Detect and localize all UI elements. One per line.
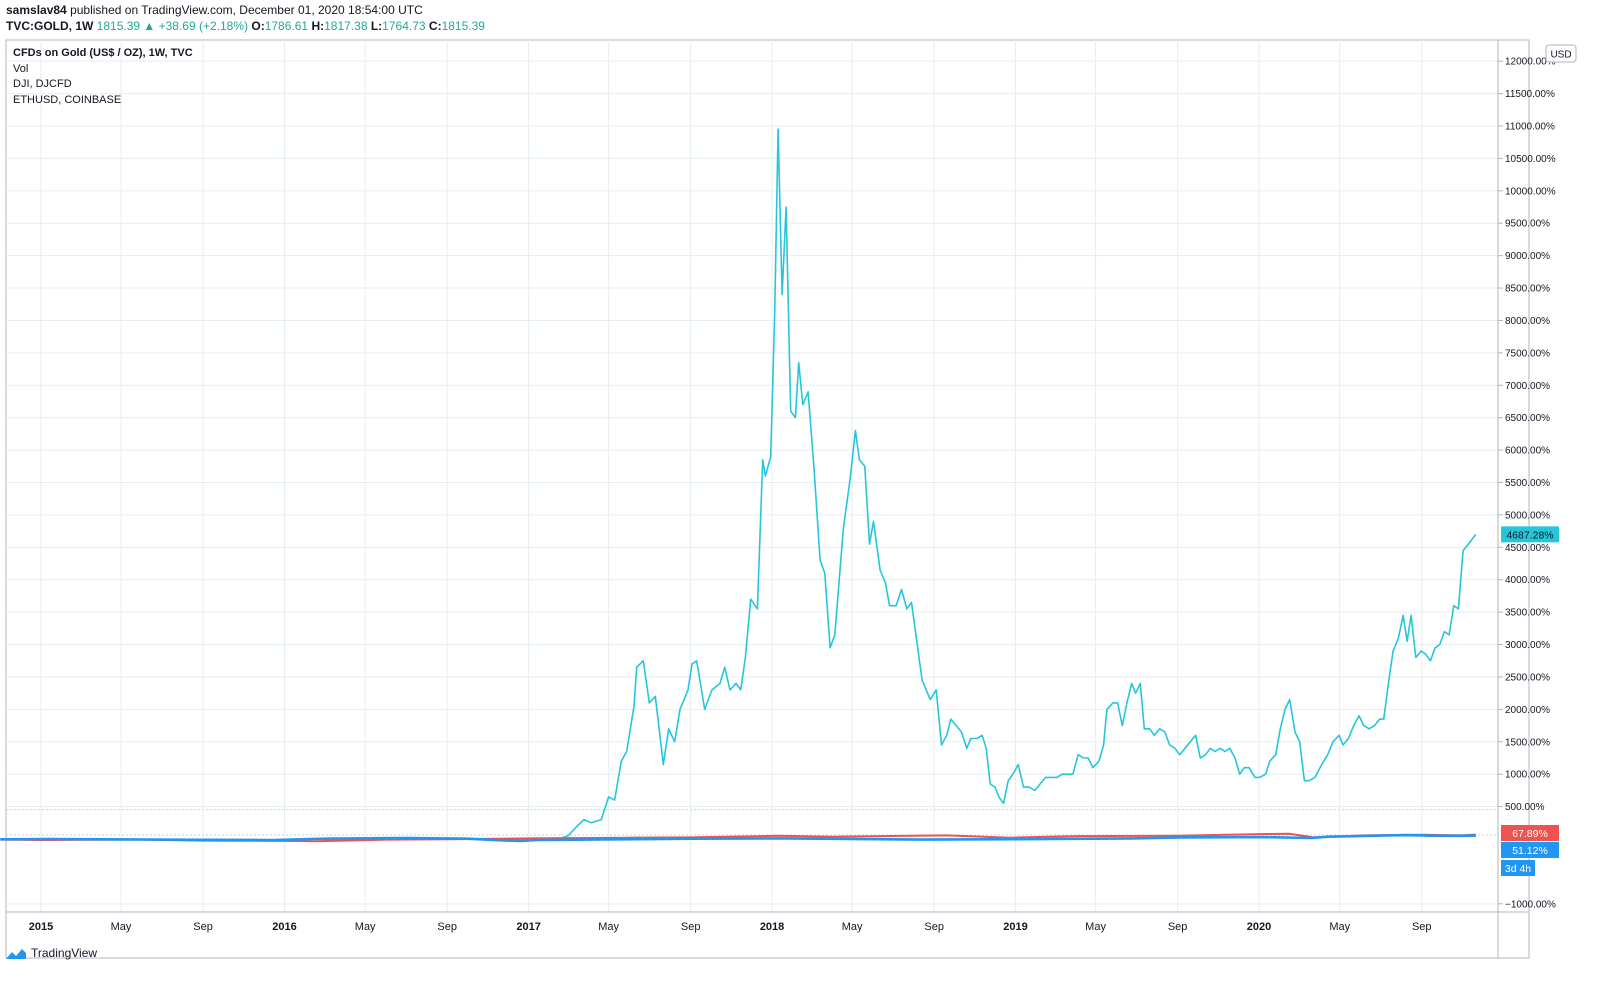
y-tick-label: 500.00% xyxy=(1505,802,1545,813)
y-tick-label: 7500.00% xyxy=(1505,348,1550,359)
open-value: 1786.61 xyxy=(264,19,309,33)
y-tick-label: 8000.00% xyxy=(1505,316,1550,327)
x-tick-label: Sep xyxy=(193,921,213,933)
close-value: 1815.39 xyxy=(441,19,485,33)
y-tick-label: 10500.00% xyxy=(1505,154,1556,165)
x-tick-label: May xyxy=(111,921,132,933)
y-tick-label: 8500.00% xyxy=(1505,284,1550,295)
y-tick-label: 6500.00% xyxy=(1505,413,1550,424)
tradingview-cloud-icon xyxy=(6,948,26,959)
currency-badge-box xyxy=(1545,44,1577,63)
y-tick-label: 1000.00% xyxy=(1505,770,1550,781)
x-tick-label: May xyxy=(598,921,619,933)
x-tick-label: Sep xyxy=(924,921,944,933)
x-tick-label: Sep xyxy=(681,921,701,933)
chart-legend: CFDs on Gold (US$ / OZ), 1W, TVC Vol DJI… xyxy=(13,46,193,108)
last-price: 1815.39 xyxy=(96,19,141,33)
bar-countdown-tag: 3d 4h xyxy=(1505,863,1531,875)
y-tick-label: 4000.00% xyxy=(1505,575,1550,586)
y-tick-label: 10000.00% xyxy=(1505,186,1556,197)
x-tick-label: 2017 xyxy=(516,921,540,933)
x-tick-label: Sep xyxy=(1168,921,1188,933)
bar-countdown-tag-box xyxy=(1501,860,1535,876)
currency-badge[interactable]: USD xyxy=(1545,44,1577,63)
y-tick-label: 11500.00% xyxy=(1505,89,1555,100)
x-tick-label: May xyxy=(1085,921,1106,933)
y-tick-label: 2500.00% xyxy=(1505,672,1550,683)
price-change: ▲ +38.69 (+2.18%) xyxy=(143,19,249,33)
x-tick-label: May xyxy=(355,921,376,933)
y-tick-label: 9500.00% xyxy=(1505,219,1550,230)
x-tick-label: Sep xyxy=(1412,921,1432,933)
open-label: O: xyxy=(251,19,265,33)
symbol-label: TVC:GOLD, 1W xyxy=(6,19,94,33)
y-tick-label: 6000.00% xyxy=(1505,446,1550,457)
gold-last-value-tag: 51.12% xyxy=(1512,845,1548,857)
x-tick-label: 2018 xyxy=(760,921,784,933)
y-tick-label: 2000.00% xyxy=(1505,705,1550,716)
price-scale[interactable]: −1000.00% 500.00% 1000.00% 1500.00% 2000.00%… xyxy=(1498,57,1556,911)
gold-last-value-tag-box xyxy=(1501,842,1559,858)
chart-frame xyxy=(5,39,1530,959)
y-tick-label: 7000.00% xyxy=(1505,381,1550,392)
publish-info: samslav84 published on TradingView.com, … xyxy=(6,3,423,17)
legend-dji[interactable]: DJI, DJCFD xyxy=(13,78,72,90)
gold-series-line[interactable] xyxy=(0,833,1476,843)
y-tick-label: 5500.00% xyxy=(1505,478,1550,489)
tradingview-logo[interactable]: TradingView xyxy=(5,946,97,960)
x-tick-label: Sep xyxy=(437,921,457,933)
eth-last-value-tag: 4687.28% xyxy=(1506,529,1553,541)
series-layer xyxy=(0,128,1477,843)
y-tick-label: 9000.00% xyxy=(1505,251,1550,262)
x-tick-label: May xyxy=(1329,921,1350,933)
ohlc-line: TVC:GOLD, 1W 1815.39 ▲ +38.69 (+2.18%) O… xyxy=(6,19,485,33)
eth-last-value-tag-box xyxy=(1501,526,1559,543)
dji-last-value-tag: 67.89% xyxy=(1512,828,1548,840)
y-tick-label: −1000.00% xyxy=(1505,899,1556,910)
y-tick-label: 12000.00% xyxy=(1505,57,1556,68)
x-tick-label: 2015 xyxy=(29,921,53,933)
legend-volume[interactable]: Vol xyxy=(13,62,29,75)
x-tick-label: 2020 xyxy=(1247,921,1271,933)
high-value: 1817.38 xyxy=(324,19,368,33)
low-label: L: xyxy=(370,19,383,33)
low-value: 1764.73 xyxy=(382,19,426,33)
y-tick-label: 5000.00% xyxy=(1505,510,1550,521)
y-tick-label: 4500.00% xyxy=(1505,543,1550,554)
high-label: H: xyxy=(311,19,325,33)
dji-last-value-tag-box xyxy=(1501,825,1559,841)
legend-eth[interactable]: ETHUSD, COINBASE xyxy=(13,93,122,106)
last-value-tags: 4687.28% 67.89% 51.12% 3d 4h xyxy=(1501,526,1559,876)
published-text: published on TradingView.com, December 0… xyxy=(70,3,423,17)
y-tick-label: 1500.00% xyxy=(1505,737,1550,748)
y-tick-label: 3000.00% xyxy=(1505,640,1550,651)
currency-label: USD xyxy=(1550,50,1571,61)
x-tick-label: May xyxy=(842,921,863,933)
eth-series-line[interactable] xyxy=(558,128,1477,840)
close-label: C: xyxy=(428,19,442,33)
y-tick-label: 11000.00% xyxy=(1505,122,1555,133)
brand-name: TradingView xyxy=(31,946,98,960)
x-tick-label: 2019 xyxy=(1003,921,1027,933)
author-name[interactable]: samslav84 xyxy=(6,3,67,17)
x-tick-label: 2016 xyxy=(272,921,296,933)
time-scale[interactable]: 2015 May Sep 2016 May Sep 2017 May Sep 2018 May Sep… xyxy=(29,921,1432,933)
grid-lines xyxy=(6,40,1529,958)
legend-main-series[interactable]: CFDs on Gold (US$ / OZ), 1W, TVC xyxy=(13,47,193,59)
y-tick-label: 3500.00% xyxy=(1505,608,1550,619)
